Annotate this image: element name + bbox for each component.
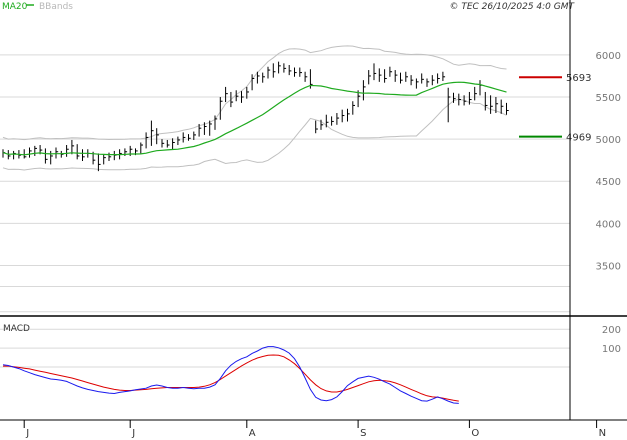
price-levels: 5693 4969 bbox=[519, 73, 591, 144]
ma20-layer bbox=[2, 81, 507, 156]
price-tick-label: 6000 bbox=[596, 51, 621, 62]
price-tick-label: 5000 bbox=[596, 135, 621, 146]
month-tick-label: O bbox=[471, 428, 479, 439]
price-tick-label: 4000 bbox=[596, 219, 621, 230]
price-tick-label: 5500 bbox=[596, 93, 621, 104]
macd-line bbox=[2, 346, 459, 404]
macd-tick-label: 100 bbox=[602, 344, 621, 355]
macd-tick-label: 200 bbox=[602, 325, 621, 336]
macd-title: MACD bbox=[3, 324, 30, 334]
ma20-line bbox=[2, 81, 507, 156]
macd-layer bbox=[2, 346, 459, 404]
bband-lower-line bbox=[2, 98, 507, 171]
bband-upper-line bbox=[2, 45, 507, 141]
bbands-layer bbox=[2, 45, 507, 171]
price-level-label: 5693 bbox=[566, 73, 591, 84]
month-tick-label: A bbox=[249, 428, 256, 439]
month-tick-label: J bbox=[25, 428, 29, 439]
ma20-legend: MA20 bbox=[2, 2, 28, 12]
price-tick-label: 4500 bbox=[596, 177, 621, 188]
price-level-label: 4969 bbox=[566, 133, 591, 144]
month-tick-label: J bbox=[131, 428, 135, 439]
grid bbox=[0, 54, 570, 368]
bbands-legend: BBands bbox=[39, 2, 73, 12]
price-tick-label: 3500 bbox=[596, 261, 621, 272]
month-tick-label: N bbox=[599, 428, 606, 439]
copyright-text: © TEC 26/10/2025 4:0 GMT bbox=[449, 2, 575, 12]
month-tick-label: S bbox=[360, 428, 366, 439]
